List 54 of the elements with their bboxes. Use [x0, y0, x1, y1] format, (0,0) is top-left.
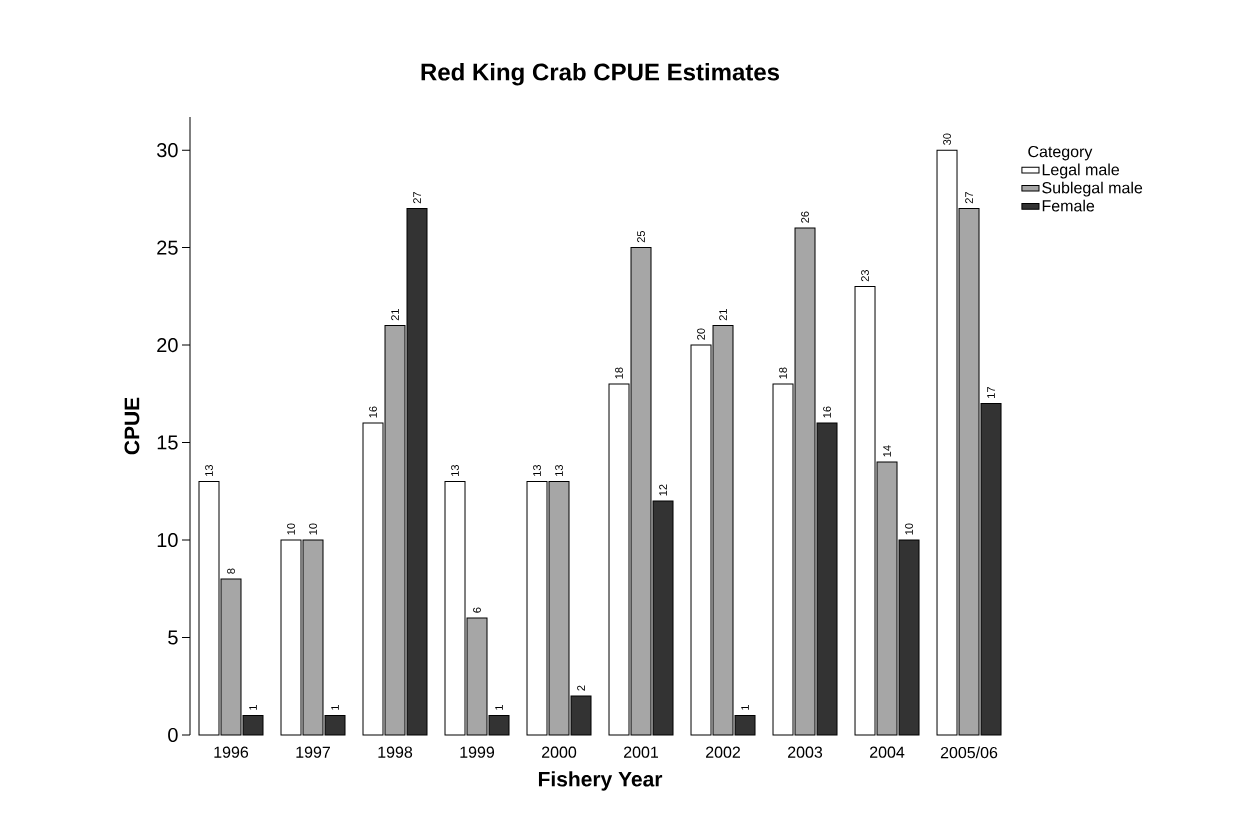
y-tick-label: 25	[157, 240, 178, 255]
data-label: 13	[451, 464, 459, 476]
data-label: 13	[555, 464, 563, 476]
data-label: 20	[697, 328, 705, 340]
chart-title: Red King Crab CPUE Estimates	[421, 62, 780, 86]
y-tick-label: 30	[156, 143, 178, 158]
x-axis-title: Fishery Year	[538, 771, 663, 791]
data-label: 21	[719, 309, 727, 321]
x-tick-label: 1996	[214, 746, 249, 758]
data-label: 10	[905, 523, 913, 535]
data-label: 13	[533, 464, 541, 476]
legend-label: Legal male	[1042, 163, 1120, 179]
data-label: 1	[249, 705, 257, 710]
data-label: 16	[369, 406, 377, 418]
data-label: 30	[943, 133, 951, 145]
legend-title: Category	[1028, 145, 1093, 161]
data-label: 27	[413, 192, 421, 204]
y-tick-label: 15	[157, 435, 178, 450]
data-label: 16	[823, 406, 831, 418]
data-label: 14	[883, 445, 891, 457]
data-label: 12	[659, 484, 667, 496]
x-tick-label: 1997	[296, 746, 330, 758]
data-label: 6	[473, 607, 481, 613]
data-label: 23	[861, 270, 869, 282]
data-label: 21	[391, 309, 399, 321]
x-tick-label: 2002	[706, 746, 740, 758]
legend-label: Female	[1042, 199, 1095, 212]
y-tick-label: 10	[157, 532, 178, 548]
x-tick-label: 2003	[788, 746, 823, 758]
x-tick-label: 2000	[542, 746, 577, 758]
data-label: 1	[495, 705, 503, 710]
data-label: 1	[331, 705, 339, 710]
data-label: 10	[287, 523, 295, 535]
data-label: 1	[741, 705, 749, 710]
y-tick-label: 5	[168, 630, 178, 645]
x-tick-label: 1999	[460, 746, 495, 758]
data-label: 18	[779, 367, 787, 379]
data-label: 25	[637, 231, 645, 243]
data-label: 13	[205, 464, 213, 476]
data-label: 17	[987, 387, 995, 398]
x-tick-label: 2005/06	[940, 746, 998, 759]
data-label: 27	[965, 192, 973, 204]
x-tick-label: 2001	[624, 746, 659, 758]
y-axis-title: CPUE	[124, 397, 140, 455]
data-label: 8	[227, 568, 235, 574]
x-tick-label: 2004	[870, 746, 905, 758]
data-label: 26	[801, 211, 809, 223]
data-label: 2	[577, 685, 585, 691]
y-tick-label: 20	[157, 338, 178, 353]
data-label: 18	[615, 367, 623, 379]
x-tick-label: 1998	[378, 746, 413, 758]
y-tick-label: 0	[168, 727, 178, 743]
legend-label: Sublegal male	[1042, 181, 1143, 197]
data-label: 10	[309, 523, 317, 535]
